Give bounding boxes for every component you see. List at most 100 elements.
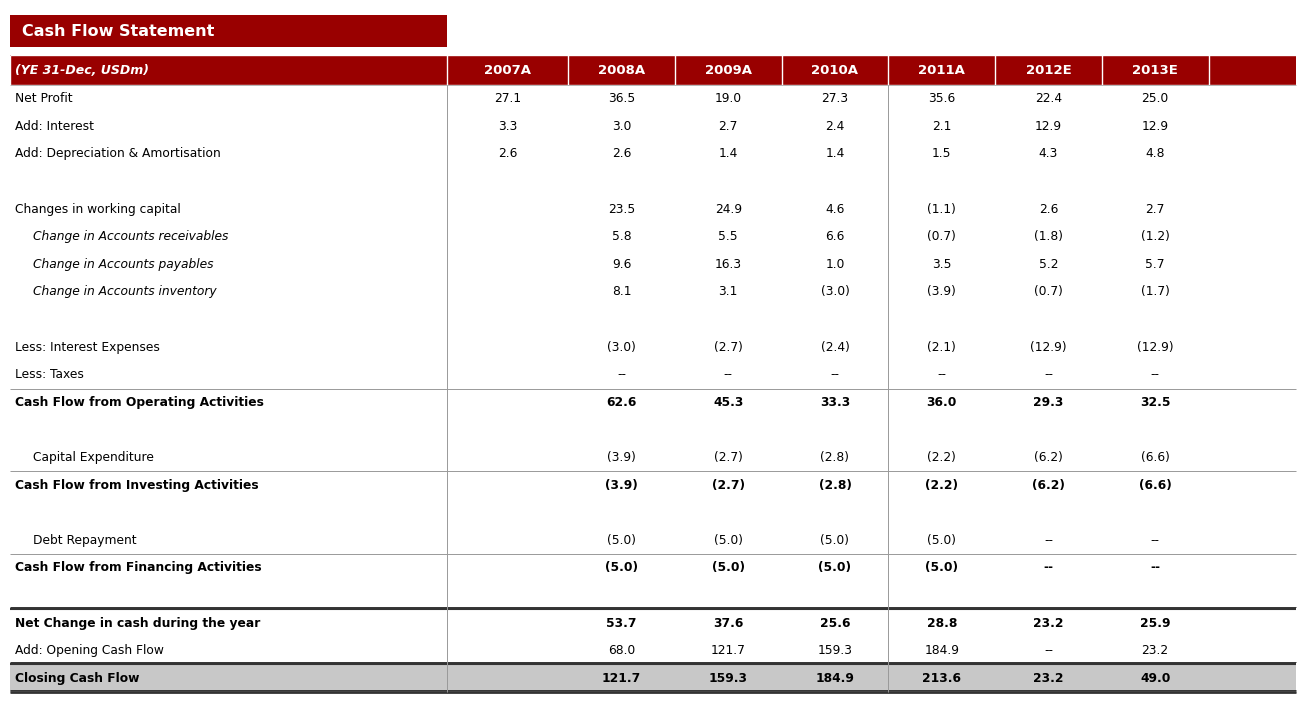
Text: 1.0: 1.0	[825, 258, 845, 271]
Text: --: --	[724, 369, 733, 381]
Text: 2.1: 2.1	[932, 120, 951, 133]
Text: (2.1): (2.1)	[927, 340, 956, 354]
Text: --: --	[938, 369, 947, 381]
Text: 2.6: 2.6	[1038, 203, 1058, 216]
Text: (5.0): (5.0)	[712, 562, 744, 574]
Text: --: --	[831, 369, 840, 381]
Text: 121.7: 121.7	[710, 644, 746, 657]
Text: Debt Repayment: Debt Repayment	[33, 534, 137, 547]
Text: 5.2: 5.2	[1038, 258, 1058, 271]
Text: (YE 31-Dec, USDm): (YE 31-Dec, USDm)	[14, 63, 149, 77]
Text: 2008A: 2008A	[598, 63, 645, 77]
Text: 1.4: 1.4	[718, 147, 738, 161]
Text: 4.3: 4.3	[1038, 147, 1058, 161]
Text: (2.7): (2.7)	[714, 340, 743, 354]
Text: 12.9: 12.9	[1141, 120, 1169, 133]
Text: 2010A: 2010A	[811, 63, 858, 77]
Text: Cash Flow Statement: Cash Flow Statement	[22, 23, 214, 39]
Text: 16.3: 16.3	[714, 258, 742, 271]
Text: (5.0): (5.0)	[820, 534, 849, 547]
Text: --: --	[616, 369, 626, 381]
Text: 3.3: 3.3	[498, 120, 517, 133]
Text: 28.8: 28.8	[926, 616, 957, 630]
Text: 3.1: 3.1	[718, 286, 738, 298]
Text: (3.0): (3.0)	[607, 340, 636, 354]
Text: Less: Interest Expenses: Less: Interest Expenses	[14, 340, 159, 354]
Text: 22.4: 22.4	[1034, 92, 1062, 105]
Text: 68.0: 68.0	[607, 644, 635, 657]
Text: 2.6: 2.6	[611, 147, 631, 161]
Text: 23.2: 23.2	[1141, 644, 1169, 657]
Text: (2.7): (2.7)	[714, 451, 743, 464]
Text: 33.3: 33.3	[820, 396, 850, 409]
Text: 29.3: 29.3	[1033, 396, 1063, 409]
Text: (2.8): (2.8)	[819, 479, 852, 491]
Text: 4.8: 4.8	[1145, 147, 1165, 161]
Text: --: --	[1043, 644, 1053, 657]
Text: 25.9: 25.9	[1140, 616, 1170, 630]
Text: 12.9: 12.9	[1034, 120, 1062, 133]
Text: 19.0: 19.0	[714, 92, 742, 105]
Text: 9.6: 9.6	[611, 258, 631, 271]
Text: Net Profit: Net Profit	[14, 92, 73, 105]
Text: (5.0): (5.0)	[714, 534, 743, 547]
Text: 2011A: 2011A	[918, 63, 965, 77]
Text: 27.3: 27.3	[821, 92, 849, 105]
Text: (3.9): (3.9)	[927, 286, 956, 298]
Text: 6.6: 6.6	[825, 230, 845, 244]
Text: (6.2): (6.2)	[1034, 451, 1063, 464]
Text: 3.5: 3.5	[932, 258, 952, 271]
FancyBboxPatch shape	[10, 55, 1296, 85]
Text: 3.0: 3.0	[611, 120, 631, 133]
Text: Cash Flow from Financing Activities: Cash Flow from Financing Activities	[14, 562, 261, 574]
Text: 23.2: 23.2	[1033, 616, 1063, 630]
Text: --: --	[1151, 534, 1160, 547]
Text: 1.5: 1.5	[932, 147, 952, 161]
Text: 62.6: 62.6	[606, 396, 637, 409]
Text: 36.0: 36.0	[926, 396, 957, 409]
Text: 32.5: 32.5	[1140, 396, 1170, 409]
Text: 8.1: 8.1	[611, 286, 631, 298]
Text: Cash Flow from Operating Activities: Cash Flow from Operating Activities	[14, 396, 264, 409]
Text: Capital Expenditure: Capital Expenditure	[33, 451, 154, 464]
Text: (12.9): (12.9)	[1136, 340, 1174, 354]
Text: (3.9): (3.9)	[607, 451, 636, 464]
Text: 25.6: 25.6	[820, 616, 850, 630]
Text: (2.7): (2.7)	[712, 479, 744, 491]
Text: Cash Flow from Investing Activities: Cash Flow from Investing Activities	[14, 479, 259, 491]
Text: 25.0: 25.0	[1141, 92, 1169, 105]
Text: Closing Cash Flow: Closing Cash Flow	[14, 672, 140, 684]
Text: (5.0): (5.0)	[605, 562, 639, 574]
Text: 2007A: 2007A	[485, 63, 532, 77]
Text: 36.5: 36.5	[607, 92, 635, 105]
Text: Net Change in cash during the year: Net Change in cash during the year	[14, 616, 260, 630]
Text: Change in Accounts payables: Change in Accounts payables	[33, 258, 213, 271]
Text: --: --	[1151, 369, 1160, 381]
Text: (0.7): (0.7)	[1034, 286, 1063, 298]
Text: 23.2: 23.2	[1033, 672, 1063, 684]
Text: 2.6: 2.6	[498, 147, 517, 161]
Text: 5.8: 5.8	[611, 230, 631, 244]
Text: 49.0: 49.0	[1140, 672, 1170, 684]
Text: --: --	[1151, 562, 1160, 574]
Text: Add: Opening Cash Flow: Add: Opening Cash Flow	[14, 644, 163, 657]
Text: 159.3: 159.3	[818, 644, 853, 657]
Text: 1.4: 1.4	[825, 147, 845, 161]
Text: (0.7): (0.7)	[927, 230, 956, 244]
Text: Add: Depreciation & Amortisation: Add: Depreciation & Amortisation	[14, 147, 221, 161]
Text: 2013E: 2013E	[1132, 63, 1178, 77]
Text: 184.9: 184.9	[815, 672, 854, 684]
Text: 5.7: 5.7	[1145, 258, 1165, 271]
Text: (2.2): (2.2)	[925, 479, 959, 491]
Text: (6.2): (6.2)	[1032, 479, 1064, 491]
Text: --: --	[1043, 534, 1053, 547]
Text: (1.2): (1.2)	[1140, 230, 1170, 244]
Text: 4.6: 4.6	[825, 203, 845, 216]
Text: 2.7: 2.7	[1145, 203, 1165, 216]
Text: 5.5: 5.5	[718, 230, 738, 244]
Text: 121.7: 121.7	[602, 672, 641, 684]
Text: 23.5: 23.5	[607, 203, 635, 216]
Text: (1.8): (1.8)	[1034, 230, 1063, 244]
Text: Change in Accounts inventory: Change in Accounts inventory	[33, 286, 217, 298]
Text: (5.0): (5.0)	[925, 562, 959, 574]
